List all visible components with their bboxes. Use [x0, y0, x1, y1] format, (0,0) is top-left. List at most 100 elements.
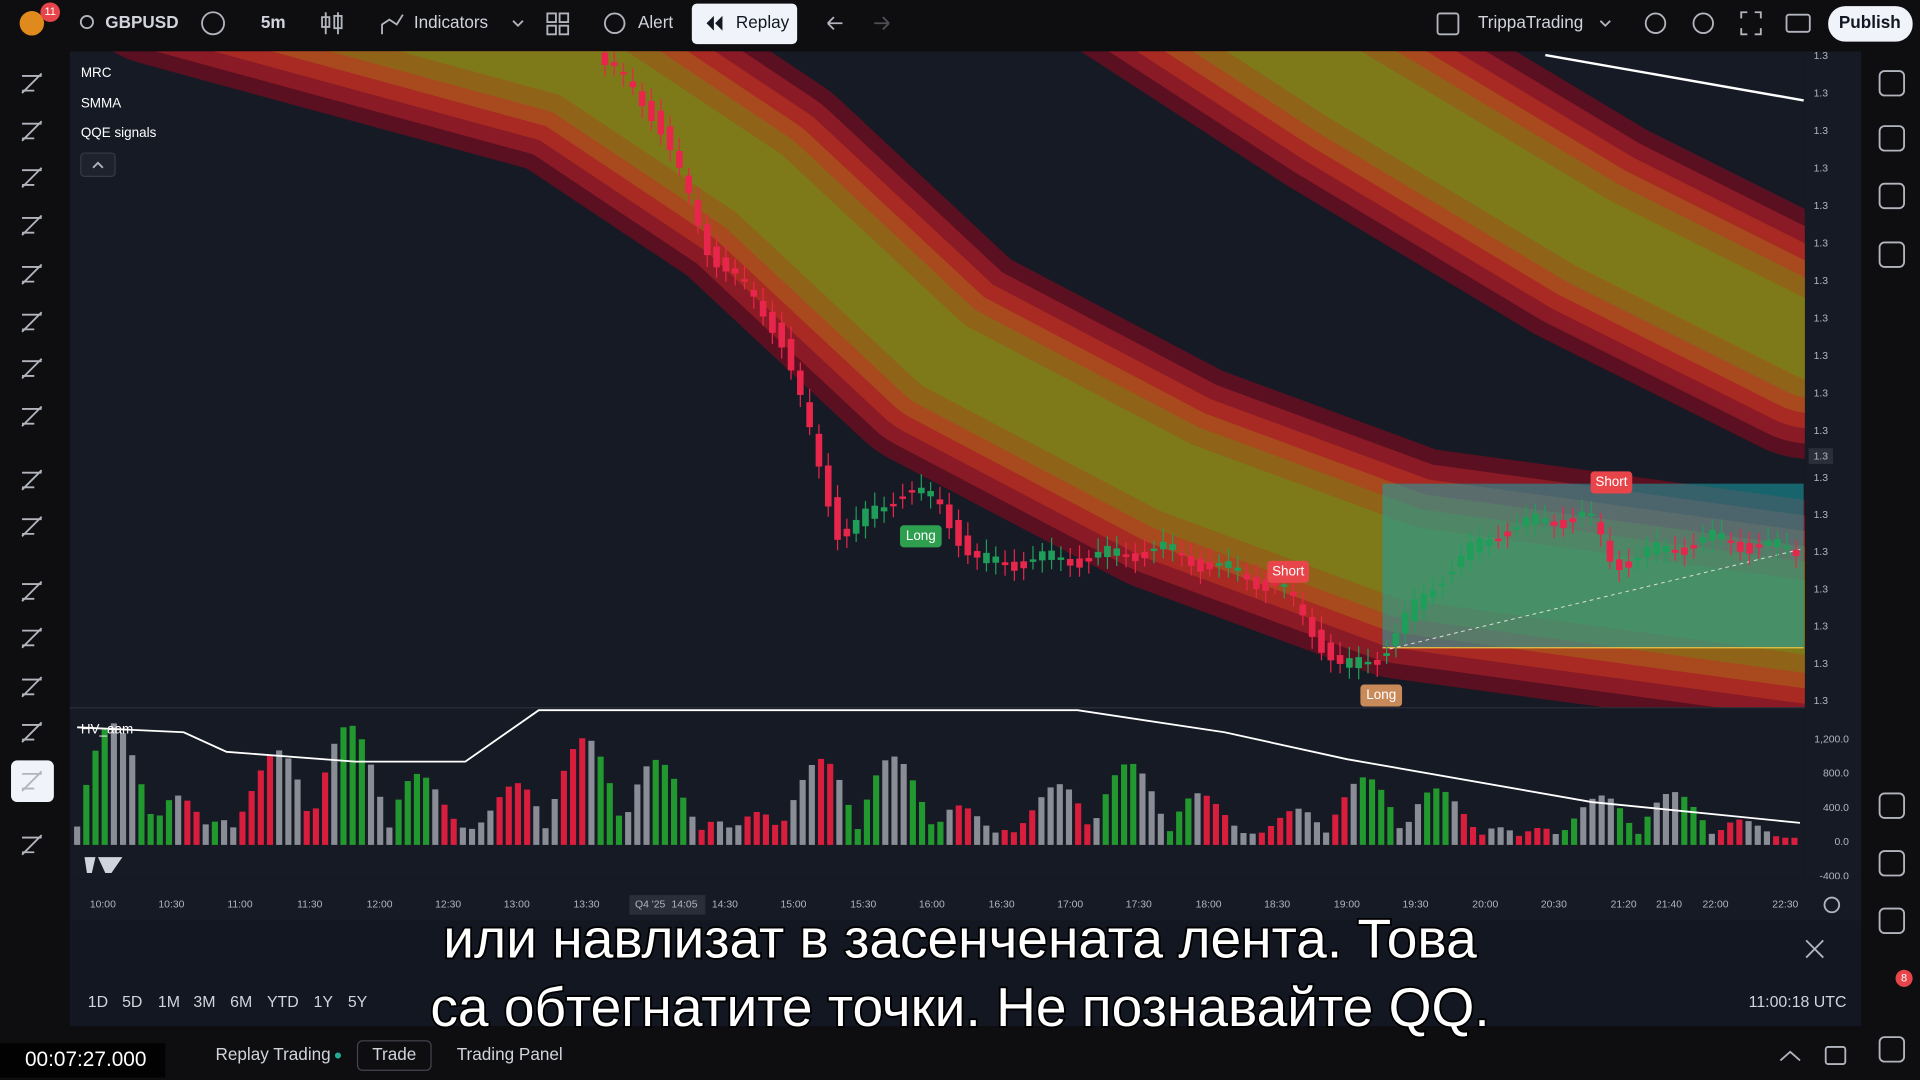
tool-icon[interactable]	[21, 721, 43, 743]
expand-panel[interactable]	[1779, 1050, 1801, 1062]
maximize-panel[interactable]	[1824, 1046, 1847, 1065]
candle-body	[862, 508, 869, 527]
volume-bar	[808, 764, 815, 845]
volume-bar	[551, 798, 558, 845]
layout-box[interactable]	[1436, 12, 1460, 36]
left-toolbar	[0, 51, 65, 1080]
panel-icon[interactable]	[1878, 182, 1905, 210]
volume-bar	[1277, 817, 1284, 845]
drawn-line	[1545, 53, 1804, 102]
replay-button[interactable]	[691, 3, 798, 45]
layouts[interactable]	[546, 12, 570, 36]
candle-body	[610, 62, 618, 66]
bottom-tab[interactable]: Trading Panel	[457, 1044, 563, 1064]
volume-bar	[138, 784, 145, 845]
volume-bar	[1681, 796, 1688, 845]
close-subtitle[interactable]	[1805, 939, 1824, 959]
avatar[interactable]	[19, 11, 45, 36]
volume-bar	[1258, 832, 1265, 845]
panel-icon[interactable]	[1878, 792, 1905, 819]
alert-button[interactable]: Alert	[638, 12, 673, 32]
candle-body	[824, 465, 832, 507]
account[interactable]: TrippaTrading	[1478, 12, 1583, 32]
tool-icon[interactable]	[21, 358, 43, 380]
candle-body	[1308, 617, 1316, 637]
settings[interactable]	[1692, 12, 1714, 34]
add-symbol[interactable]	[201, 11, 226, 36]
indicator-label[interactable]: QQE signals	[81, 125, 157, 140]
panel-icon[interactable]	[1878, 1036, 1905, 1063]
indicator-label[interactable]: SMMA	[81, 96, 121, 111]
volume-title: HV_aam	[81, 721, 133, 736]
tool-icon[interactable]	[21, 311, 43, 333]
range-button[interactable]: 5Y	[348, 994, 368, 1011]
redo[interactable]	[874, 16, 890, 31]
volume-bar	[762, 814, 769, 845]
alert-icon	[603, 12, 626, 34]
volume-bar	[1396, 828, 1403, 845]
tool-icon[interactable]	[21, 120, 43, 142]
panel-icon[interactable]	[1878, 125, 1905, 152]
candle-body	[1253, 576, 1260, 590]
timestamp-box	[0, 1043, 166, 1078]
tool-icon[interactable]	[21, 676, 43, 698]
tool-icon[interactable]	[21, 167, 43, 188]
candle-body	[1364, 661, 1372, 665]
tool-icon[interactable]	[21, 405, 43, 427]
candle-body	[1038, 551, 1046, 561]
tool-icon[interactable]	[21, 770, 43, 792]
panel-icon[interactable]	[1878, 241, 1905, 268]
indicators-button[interactable]: Indicators	[414, 12, 488, 32]
undo[interactable]	[827, 16, 843, 31]
range-button[interactable]: YTD	[267, 994, 299, 1011]
tool-icon[interactable]	[21, 516, 43, 537]
volume-bar	[1029, 810, 1036, 845]
interval[interactable]: 5m	[261, 12, 286, 32]
panel-icon[interactable]	[1878, 70, 1905, 97]
fullscreen[interactable]	[1740, 11, 1762, 36]
tool-icon[interactable]	[21, 263, 43, 285]
tool-icon[interactable]	[21, 627, 43, 649]
tool-icon[interactable]	[21, 834, 43, 856]
panel-icon[interactable]	[1878, 907, 1905, 934]
symbol[interactable]: GBPUSD	[105, 12, 178, 32]
quick-search[interactable]	[1644, 12, 1667, 34]
panel-icon[interactable]	[1878, 850, 1905, 877]
volume-bar	[918, 801, 926, 845]
volume-bar	[285, 758, 292, 845]
candle-body	[750, 290, 758, 297]
dropdown[interactable]	[512, 20, 524, 28]
tool-icon[interactable]	[21, 580, 43, 602]
publish-button[interactable]	[1828, 6, 1913, 42]
signal-label: Short	[1595, 474, 1627, 489]
volume-bar	[248, 791, 255, 845]
volume-bar	[101, 729, 108, 845]
range-button[interactable]: 1D	[88, 994, 108, 1011]
range-button[interactable]: 6M	[230, 994, 252, 1011]
volume-bar	[726, 827, 733, 845]
bottom-tab[interactable]: Trade	[372, 1044, 416, 1064]
volume-bar	[1212, 803, 1219, 845]
indicator-label[interactable]: MRC	[81, 65, 112, 80]
account-dropdown[interactable]	[1599, 20, 1611, 28]
volume-bar	[1368, 779, 1376, 845]
candle-body	[1485, 539, 1493, 546]
range-button[interactable]: 1Y	[314, 994, 334, 1011]
volume-bar	[1414, 804, 1422, 845]
tool-icon[interactable]	[21, 72, 43, 94]
chart-type[interactable]	[321, 12, 343, 35]
candle-body	[731, 268, 739, 274]
range-button[interactable]: 5D	[122, 994, 142, 1011]
signal-label: Long	[1366, 687, 1396, 702]
tool-icon[interactable]	[21, 469, 43, 491]
candle-body	[1727, 540, 1735, 543]
bottom-tab[interactable]: Replay Trading	[216, 1044, 331, 1064]
axis-settings[interactable]	[1823, 896, 1841, 914]
time-label: 12:30	[435, 900, 461, 911]
collapse-button[interactable]	[80, 152, 116, 177]
range-button[interactable]: 3M	[193, 994, 215, 1011]
tool-icon[interactable]	[21, 214, 43, 236]
range-button[interactable]: 1M	[158, 994, 180, 1011]
screenshot[interactable]	[1785, 13, 1811, 33]
